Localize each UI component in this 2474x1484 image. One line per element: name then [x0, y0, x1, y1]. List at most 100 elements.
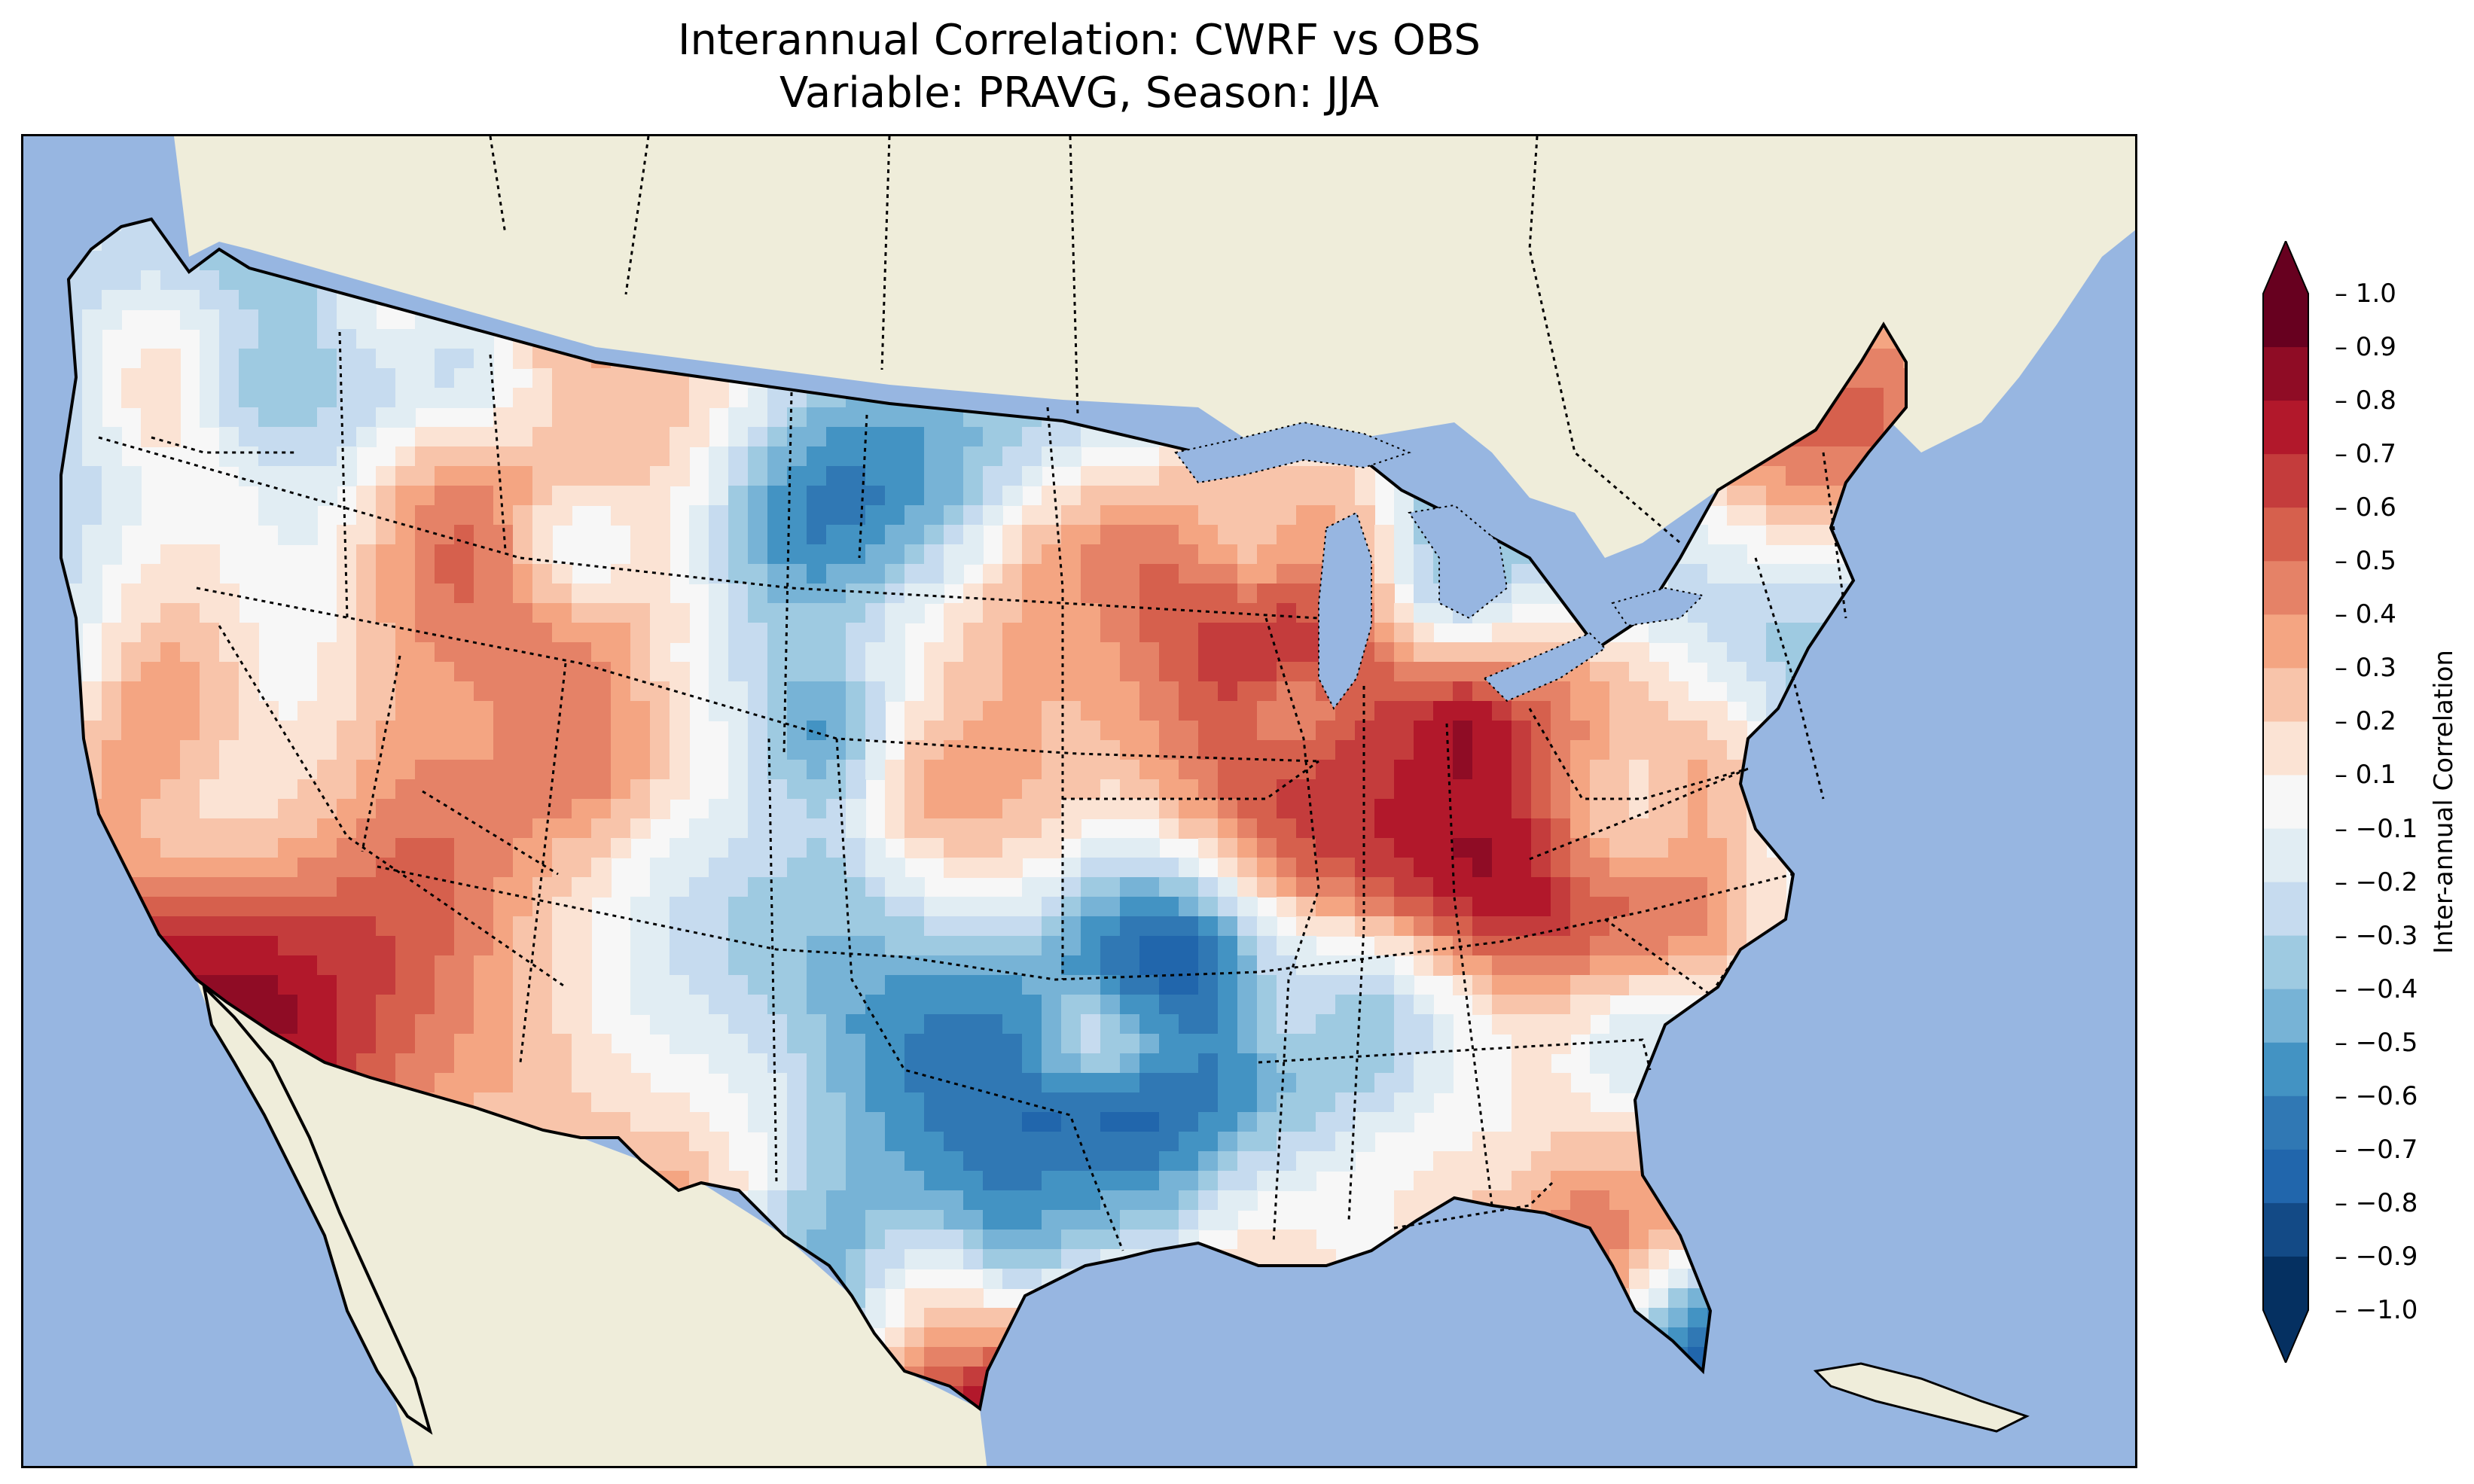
field-cell [395, 740, 416, 760]
field-cell [415, 760, 435, 780]
field-cell [630, 584, 651, 604]
field-cell [513, 603, 533, 623]
field-cell [611, 427, 631, 447]
field-cell [650, 486, 670, 506]
field-cell [1805, 1288, 1826, 1309]
field-cell [1257, 505, 1277, 526]
field-cell [1805, 1132, 1826, 1152]
field-cell [807, 407, 827, 428]
field-cell [435, 721, 455, 741]
field-cell [1492, 486, 1512, 506]
field-cell [963, 936, 984, 956]
field-cell [963, 603, 984, 623]
field-cell [1844, 486, 1865, 506]
field-cell [395, 388, 416, 408]
field-cell [1159, 877, 1179, 897]
field-cell [709, 838, 729, 858]
field-cell [728, 897, 749, 917]
field-cell [1864, 1210, 1884, 1230]
field-cell [160, 779, 181, 800]
field-cell [1472, 721, 1493, 741]
field-cell [219, 975, 239, 995]
field-cell [532, 701, 553, 721]
field-cell [297, 838, 318, 858]
field-cell [82, 309, 102, 330]
field-cell [1198, 564, 1219, 584]
field-cell [728, 544, 749, 565]
field-cell [317, 838, 337, 858]
field-cell [787, 1073, 807, 1093]
field-cell [1277, 1132, 1297, 1152]
field-cell [983, 681, 1003, 702]
field-cell [1766, 955, 1786, 976]
field-cell [826, 1112, 847, 1132]
field-cell [1492, 1230, 1512, 1250]
field-cell [200, 681, 220, 702]
field-cell [435, 1014, 455, 1035]
field-cell [1120, 1210, 1140, 1230]
field-cell [180, 1210, 200, 1230]
field-cell [650, 779, 670, 800]
field-cell [1218, 642, 1238, 663]
field-cell [748, 681, 768, 702]
field-cell [474, 505, 494, 526]
field-cell [219, 877, 239, 897]
field-cell [1394, 916, 1414, 937]
field-cell [219, 955, 239, 976]
field-cell [1629, 721, 1649, 741]
field-cell [61, 1092, 63, 1113]
field-cell [807, 1014, 827, 1035]
field-cell [219, 642, 239, 663]
field-cell [1492, 1288, 1512, 1309]
field-cell [1551, 936, 1571, 956]
field-cell [513, 427, 533, 447]
field-cell [1159, 662, 1179, 682]
field-cell [1668, 1112, 1688, 1132]
field-cell [650, 505, 670, 526]
field-cell [356, 329, 377, 349]
field-cell [1472, 936, 1493, 956]
field-cell [356, 897, 377, 917]
field-cell [23, 1073, 44, 1093]
field-cell [1884, 701, 1904, 721]
field-cell [1531, 1230, 1551, 1250]
field-cell [1512, 955, 1532, 976]
field-cell [1061, 897, 1081, 917]
field-cell [1746, 486, 1767, 506]
field-cell [61, 779, 63, 800]
field-cell [1414, 584, 1434, 604]
field-cell [1120, 936, 1140, 956]
field-cell [1100, 1092, 1121, 1113]
field-cell [1120, 1190, 1140, 1211]
field-cell [1903, 897, 1906, 917]
field-cell [1237, 1034, 1258, 1054]
field-cell [239, 1151, 259, 1172]
field-cell [787, 721, 807, 741]
field-cell [1609, 897, 1630, 917]
field-cell [1825, 623, 1845, 643]
field-cell [1355, 975, 1375, 995]
field-cell [180, 1151, 200, 1172]
field-cell [1707, 1073, 1728, 1093]
field-cell [650, 936, 670, 956]
field-cell [239, 1327, 259, 1348]
field-cell [1512, 760, 1532, 780]
field-cell [1688, 1210, 1708, 1230]
field-cell [23, 1092, 44, 1113]
field-cell [121, 1327, 142, 1348]
field-cell [141, 603, 161, 623]
field-cell [1864, 1230, 1884, 1250]
field-cell [846, 1014, 866, 1035]
field-cell [337, 427, 357, 447]
field-cell [1277, 1073, 1297, 1093]
field-cell [611, 603, 631, 623]
field-cell [826, 1014, 847, 1035]
field-cell [709, 858, 729, 878]
field-cell [1707, 623, 1728, 643]
field-cell [297, 955, 318, 976]
field-cell [1042, 642, 1062, 663]
field-cell [630, 486, 651, 506]
field-cell [1081, 897, 1101, 917]
field-cell [102, 975, 122, 995]
field-cell [1218, 760, 1238, 780]
